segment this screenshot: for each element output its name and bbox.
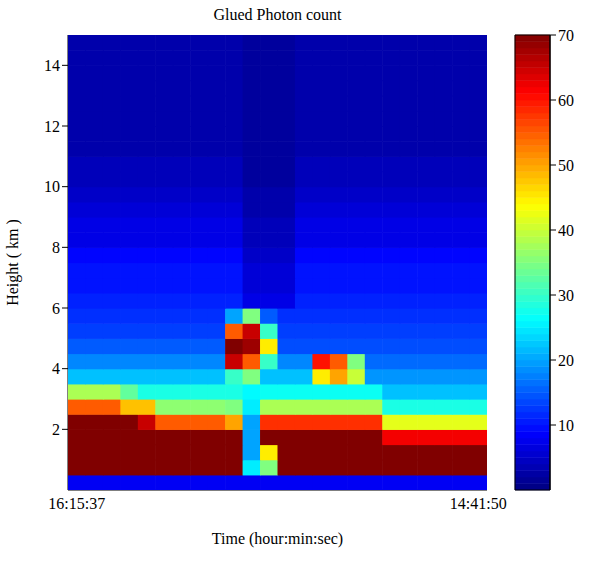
svg-text:30: 30 xyxy=(558,287,574,304)
svg-text:70: 70 xyxy=(558,27,574,44)
html-text:Glued Photon count: Glued Photon count xyxy=(213,6,342,23)
svg-text:14: 14 xyxy=(44,57,60,74)
svg-text:Height ( km ): Height ( km ) xyxy=(4,219,22,306)
svg-text:12: 12 xyxy=(44,118,60,135)
svg-text:40: 40 xyxy=(558,222,574,239)
svg-text:50: 50 xyxy=(558,157,574,174)
svg-text:8: 8 xyxy=(52,239,60,256)
svg-text:20: 20 xyxy=(558,352,574,369)
svg-text:10: 10 xyxy=(558,417,574,434)
svg-text:4: 4 xyxy=(52,360,60,377)
svg-text:14:41:50: 14:41:50 xyxy=(450,495,507,512)
svg-text:6: 6 xyxy=(52,300,60,317)
svg-text:2: 2 xyxy=(52,421,60,438)
svg-text:60: 60 xyxy=(558,92,574,109)
svg-text:16:15:37: 16:15:37 xyxy=(48,495,105,512)
svg-text:10: 10 xyxy=(44,178,60,195)
svg-text:Time (hour:min:sec): Time (hour:min:sec) xyxy=(212,530,343,548)
